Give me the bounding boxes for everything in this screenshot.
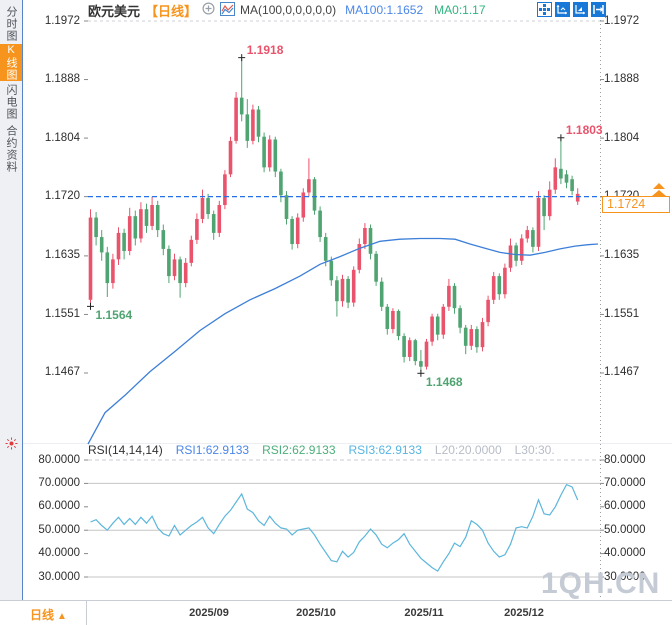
period-dropdown-button[interactable]: 日线 ▲ [30,606,67,623]
x-axis-date-label: 2025/12 [504,607,544,619]
price-annotation: 1.1468 [425,375,463,390]
price-annotation: 1.1803 [565,122,603,137]
rsi1-value-label: RSI1:62.9133 [175,443,250,457]
rsi-axis-label: 30.0000 [604,570,646,583]
ma100-value-label: MA100:1.1652 [345,3,424,17]
price-axis-label: 1.1635 [604,249,640,262]
price-axis-label: 1.1804 [44,131,80,144]
price-axis-label: 1.1972 [604,14,640,27]
rsi-panel-header: RSI(14,14,14) RSI1:62.9133 RSI2:62.9133 … [88,443,555,457]
price-annotation: 1.1564 [95,308,133,323]
rsi-axis-label: 80.0000 [38,453,80,466]
rsi-axis-label: 30.0000 [38,570,80,583]
indicator-chart-icon[interactable] [220,1,236,19]
sidebar-tab-4[interactable]: 合约资料 [5,125,17,173]
x-axis-date-label: 2025/09 [189,607,229,619]
bottom-bar-divider [86,601,87,625]
rsi-axis-label: 70.0000 [604,476,646,489]
current-price-badge: 1.1724 [602,196,670,213]
crosshair-move-icon[interactable] [537,2,552,17]
price-up-arrow-icon [653,183,665,189]
rsi-axis-label: 60.0000 [38,500,80,513]
chart-toolbar [537,2,606,17]
price-axis-label: 1.1804 [604,131,640,144]
candles [88,58,580,373]
go-to-latest-icon[interactable] [591,2,606,17]
ma-formula-label: MA(100,0,0,0,0,0) [240,3,337,17]
rsi-axis-label: 50.0000 [604,523,646,536]
rsi2-value-label: RSI2:62.9133 [262,443,336,457]
ma100-line [87,237,599,445]
chart-header: 欧元美元 【日线】 MA(100,0,0,0,0,0) MA100:1.1652… [88,1,486,19]
chart-mode-sidebar: 分时图 K线图闪电图合约资料 [0,0,23,600]
x-axis-date-label: 2025/10 [296,607,336,619]
fit-y-axis-icon[interactable] [573,2,588,17]
price-axis-label: 1.1888 [604,73,640,86]
pane-separator [22,443,672,444]
price-axis-label: 1.1720 [44,190,80,203]
rsi-axis-label: 50.0000 [38,523,80,536]
indicator-settings-icon[interactable] [5,437,18,455]
fit-x-axis-icon[interactable] [555,2,570,17]
rsi-axis-label: 40.0000 [38,547,80,560]
price-up-arrow-icon [652,190,666,196]
price-axis-label: 1.1888 [44,73,80,86]
sidebar-tab-3[interactable]: 闪电图 [5,84,17,120]
sidebar-tab-1[interactable]: 分时图 [5,6,17,42]
price-axis-label: 1.1467 [44,366,80,379]
symbol-name: 欧元美元 [88,3,141,19]
rsi-l20-label: L20:20.0000 [434,443,502,457]
x-axis-date-label: 2025/11 [404,607,444,619]
price-axis-label: 1.1972 [44,14,80,27]
price-axis-label: 1.1467 [604,366,640,379]
add-circle-icon[interactable] [202,2,215,18]
period-dropdown-arrow-icon: ▲ [57,611,67,622]
rsi-axis-label: 80.0000 [604,453,646,466]
price-axis-label: 1.1635 [44,249,80,262]
price-axis-label: 1.1551 [604,307,640,320]
rsi-axis-label: 40.0000 [604,547,646,560]
period-tag: 【日线】 [145,3,198,19]
price-annotation: 1.1918 [246,42,284,57]
rsi3-value-label: RSI3:62.9133 [348,443,422,457]
rsi-l30-label: L30:30. [514,443,555,457]
period-label: 日线 [30,608,55,622]
bottom-bar: 日线 ▲ 2025/09 2025/10 2025/11 2025/12 [0,600,672,625]
rsi-axis-label: 70.0000 [38,476,80,489]
rsi-axis-label: 60.0000 [604,500,646,513]
rsi-line [90,483,579,572]
site-watermark: 1QH.CN [541,567,661,600]
rsi-title: RSI(14,14,14) [88,443,163,457]
sidebar-tab-2[interactable]: K线图 [0,44,22,81]
price-axis-label: 1.1551 [44,307,80,320]
ma0-value-label: MA0:1.17 [434,3,486,17]
